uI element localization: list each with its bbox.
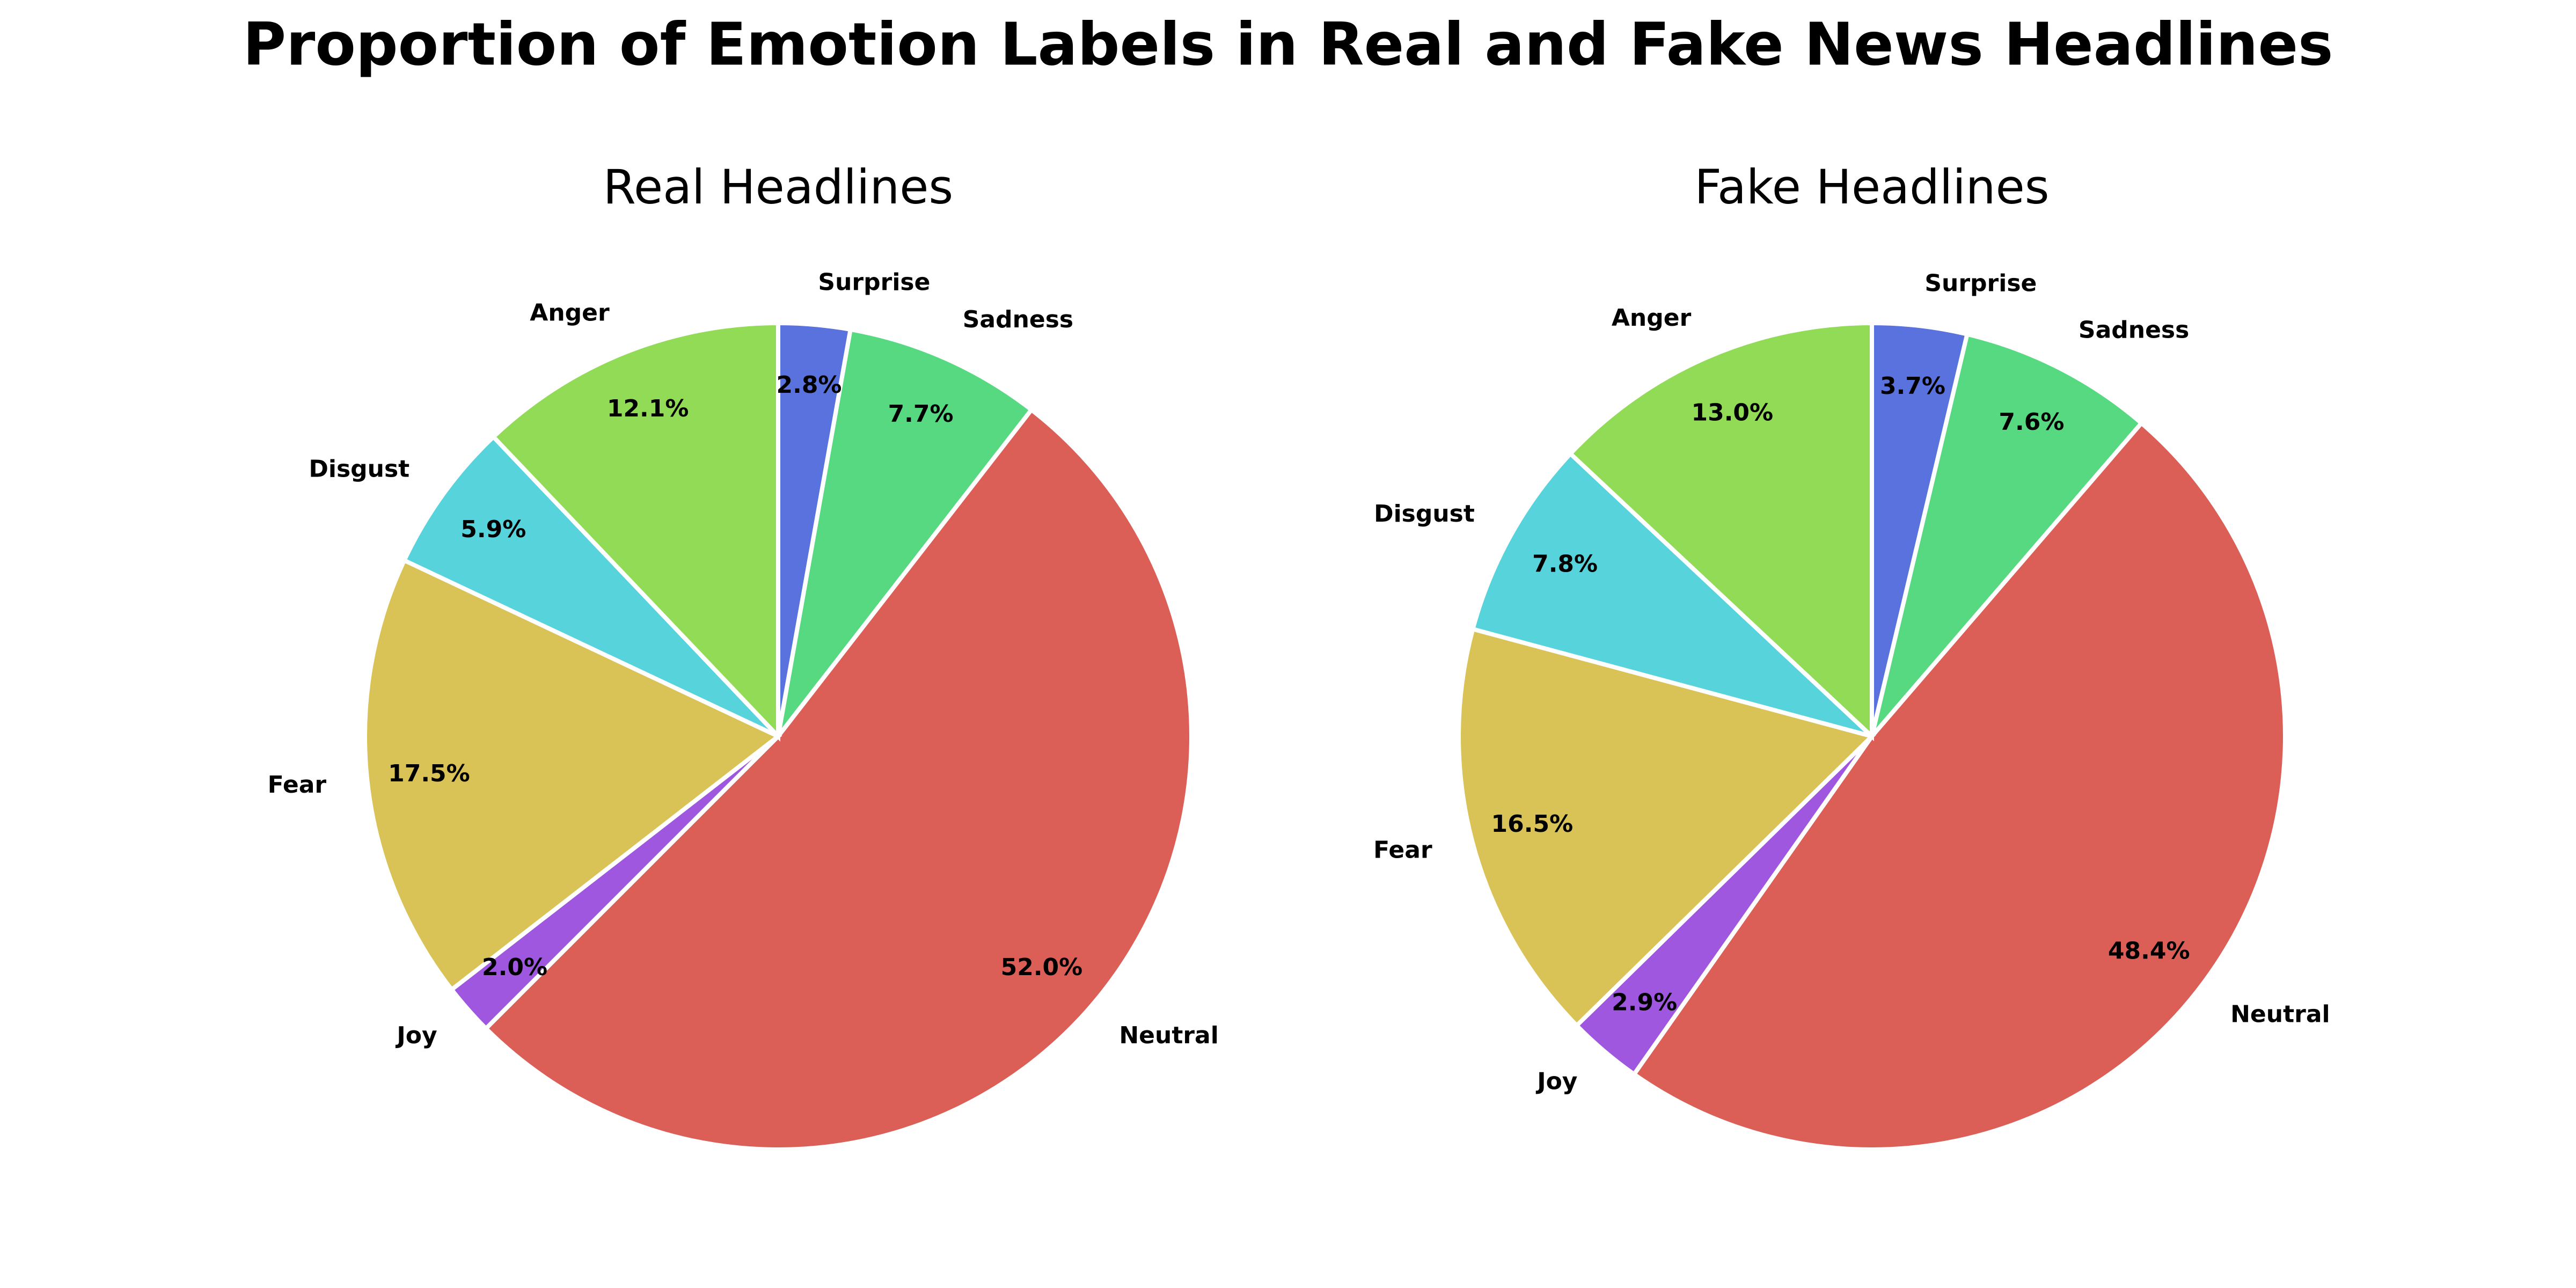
pie-title-real: Real Headlines [603, 159, 953, 215]
slice-label-real-anger: Anger [530, 299, 610, 326]
slice-label-real-joy: Joy [395, 1022, 437, 1049]
pct-label-fake-neutral: 48.4% [2108, 937, 2190, 964]
pie-title-fake: Fake Headlines [1694, 159, 2049, 215]
pie-slice-fake-fear [1457, 626, 1876, 1029]
slice-label-real-neutral: Neutral [1119, 1022, 1219, 1049]
pct-label-fake-fear: 16.5% [1491, 810, 1574, 838]
pie-slice-fake-sadness [1870, 331, 2145, 738]
pct-label-real-sadness: 7.7% [888, 400, 954, 428]
slice-label-real-fear: Fear [268, 771, 327, 799]
pct-label-fake-sadness: 7.6% [1999, 408, 2064, 436]
pie-slice-fake-anger [1567, 320, 1874, 742]
slice-label-fake-fear: Fear [1373, 837, 1432, 864]
pie-wedges-fake [1457, 320, 2287, 1152]
slice-label-fake-surprise: Surprise [1924, 270, 2037, 297]
pie-slice-fake-neutral [1631, 420, 2287, 1152]
pie-slice-real-disgust [401, 434, 780, 738]
pct-label-real-surprise: 2.8% [776, 371, 841, 399]
pct-label-real-fear: 17.5% [388, 760, 470, 787]
figure-title: Proportion of Emotion Labels in Real and… [243, 10, 2333, 78]
slice-label-fake-neutral: Neutral [2230, 1001, 2330, 1028]
pie-wedges-real [363, 320, 1194, 1152]
pie-slice-real-sadness [776, 327, 1035, 738]
slice-label-fake-disgust: Disgust [1374, 500, 1475, 528]
pct-label-real-neutral: 52.0% [1001, 954, 1083, 981]
pct-label-real-anger: 12.1% [607, 395, 689, 422]
slice-label-fake-anger: Anger [1612, 304, 1692, 332]
slice-label-fake-joy: Joy [1535, 1067, 1577, 1095]
pct-label-fake-disgust: 7.8% [1532, 551, 1598, 578]
pie-labels-fake: Surprise 3.7% Sadness 7.6% Neutral 48.4% Joy 2.… [1373, 270, 2330, 1095]
slice-label-real-sadness: Sadness [963, 306, 1073, 333]
pct-label-real-disgust: 5.9% [460, 516, 526, 543]
pct-label-fake-joy: 2.9% [1612, 989, 1677, 1016]
pct-label-real-joy: 2.0% [482, 954, 547, 981]
pie-slice-real-fear [363, 557, 782, 993]
pie-slice-real-neutral [482, 406, 1194, 1152]
pie-slice-fake-disgust [1470, 450, 1874, 738]
pie-labels-real: Surprise 2.8% Sadness 7.7% Neutral 52.0% Joy 2.… [268, 268, 1219, 1049]
slice-label-real-surprise: Surprise [818, 268, 930, 296]
pie-chart-fake: Fake Headlines Surprise 3.7% Sadness 7.6% Ne… [1373, 159, 2330, 1152]
slice-label-real-disgust: Disgust [309, 455, 409, 482]
pct-label-fake-surprise: 3.7% [1880, 372, 1945, 400]
slice-label-fake-sadness: Sadness [2079, 317, 2189, 344]
pie-slice-real-anger [490, 320, 780, 742]
pct-label-fake-anger: 13.0% [1691, 399, 1773, 426]
pie-chart-real: Real Headlines Surprise 2.8% Sadness 7.7% Ne… [268, 159, 1219, 1152]
